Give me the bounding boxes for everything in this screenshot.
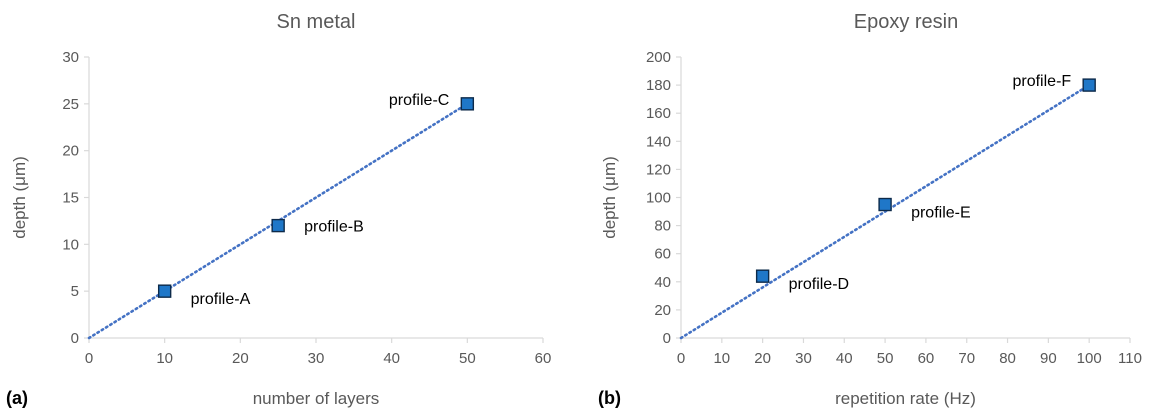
panel-label: (b) — [598, 388, 621, 408]
x-tick-label: 30 — [308, 350, 325, 367]
y-tick-label: 15 — [62, 190, 79, 207]
x-tick-label: 0 — [85, 350, 93, 367]
x-tick-label: 30 — [795, 350, 812, 367]
x-tick-label: 10 — [713, 350, 730, 367]
y-tick-label: 0 — [71, 330, 79, 347]
x-axis-title: repetition rate (Hz) — [835, 389, 976, 408]
y-tick-label: 20 — [62, 143, 79, 160]
chart-panel-0: 0 10 20 30 40 50 60 0 5 10 15 20 25 30 profile-A profil… — [6, 11, 551, 408]
y-tick-label: 80 — [654, 218, 671, 235]
x-tick-label: 80 — [999, 350, 1016, 367]
x-tick-label: 0 — [677, 350, 685, 367]
chart-title: Sn metal — [277, 11, 356, 33]
x-tick-label: 60 — [918, 350, 935, 367]
data-point-profile-F — [1082, 78, 1096, 92]
panel-label: (a) — [6, 388, 28, 408]
y-tick-label: 100 — [646, 190, 671, 207]
data-point-profile-E — [878, 197, 892, 212]
data-label: profile-C — [389, 92, 449, 109]
y-tick-label: 5 — [71, 283, 79, 300]
y-tick-label: 30 — [62, 49, 79, 66]
x-tick-label: 110 — [1118, 350, 1142, 367]
chart-panel-1: 0 10 20 30 40 50 60 70 80 90 100 110 0 20 40 60 80 100 120… — [598, 11, 1142, 408]
chart-title: Epoxy resin — [854, 11, 959, 33]
y-tick-label: 10 — [62, 236, 79, 253]
x-tick-label: 20 — [754, 350, 771, 367]
y-tick-label: 40 — [654, 274, 671, 291]
trendline — [679, 83, 1091, 340]
x-tick-label: 50 — [459, 350, 476, 367]
x-tick-label: 70 — [958, 350, 975, 367]
y-tick-label: 120 — [646, 161, 671, 178]
y-tick-label: 60 — [654, 246, 671, 263]
x-tick-label: 20 — [232, 350, 249, 367]
y-axis-title: depth (μm) — [600, 156, 619, 239]
x-tick-label: 60 — [535, 350, 552, 367]
x-axis-title: number of layers — [253, 389, 380, 408]
x-tick-label: 40 — [836, 350, 853, 367]
data-label: profile-E — [911, 205, 971, 222]
data-label: profile-F — [1012, 73, 1071, 90]
x-tick-label: 40 — [383, 350, 400, 367]
y-tick-label: 140 — [646, 133, 671, 150]
y-tick-label: 180 — [646, 77, 671, 94]
x-tick-label: 10 — [156, 350, 173, 367]
data-point-profile-D — [755, 269, 770, 283]
y-tick-label: 160 — [646, 105, 671, 122]
data-label: profile-D — [789, 276, 849, 293]
x-tick-label: 50 — [877, 350, 894, 367]
data-label: profile-A — [191, 291, 251, 308]
data-point-profile-A — [157, 284, 172, 298]
y-tick-label: 25 — [62, 96, 79, 113]
x-tick-label: 100 — [1077, 350, 1102, 367]
y-axis-title: depth (μm) — [10, 156, 29, 239]
y-tick-label: 20 — [654, 302, 671, 319]
y-tick-label: 200 — [646, 49, 671, 66]
data-label: profile-B — [304, 219, 364, 236]
data-point-profile-B — [271, 218, 285, 233]
y-tick-label: 0 — [663, 330, 671, 347]
x-tick-label: 90 — [1040, 350, 1057, 367]
data-point-profile-C — [460, 97, 475, 111]
